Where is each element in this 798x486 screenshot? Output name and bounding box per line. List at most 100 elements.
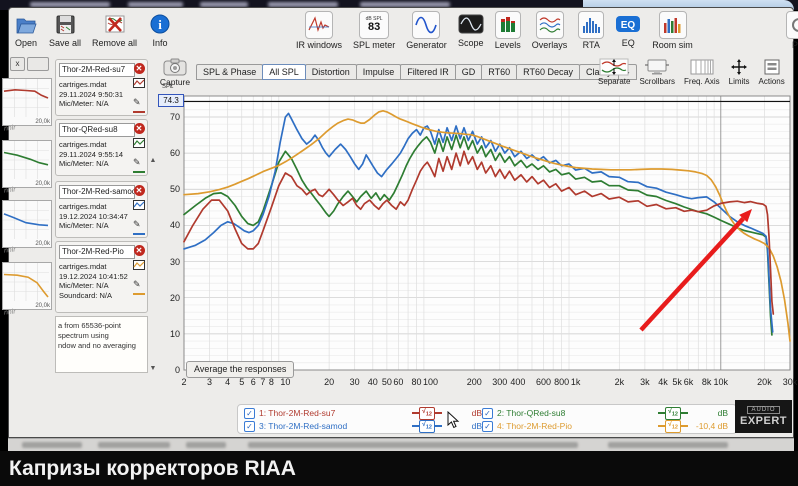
y-tick-label: 0 [174,365,180,375]
tab-distortion[interactable]: Distortion [304,64,357,80]
measurement-name-input[interactable]: Thor-QRed-su8 [59,123,135,137]
y-tick-label: 20 [169,292,180,303]
trace-offset-value: -10,4 dB [695,421,728,432]
spl-chart[interactable] [160,88,798,392]
tab-rt60-decay[interactable]: RT60 Decay [516,64,580,80]
toolbar-overflow-button[interactable]: Pre [784,11,798,50]
measurement-card[interactable]: Thor-2M-Red-su7 cartriges.mdat 29.11.202… [55,59,148,116]
measurement-thumbnail[interactable]: 20,0k [2,200,52,248]
freq-axis-button[interactable]: Freq. Axis [684,58,720,86]
x-tick-label: 600 [535,377,551,387]
remove-all-button[interactable]: Remove all [92,11,137,48]
eq-icon: EQ [615,11,641,37]
trace-checkbox[interactable]: ✓ [244,407,255,419]
trace-checkbox[interactable]: ✓ [482,407,493,419]
scroll-down-icon[interactable]: ▼ [149,365,157,372]
edit-trace-icon[interactable]: ✎ [133,274,145,295]
tab-rt60[interactable]: RT60 [481,64,518,80]
thumbnail-sub-label: nnir [3,246,17,255]
x-tick-label: 6 [250,377,256,387]
x-tick-label: 1k [570,377,581,387]
separate-button[interactable]: Separate [598,58,630,86]
svg-text:i: i [158,17,162,32]
x-tick-label: 2k [614,377,625,387]
tab-gd[interactable]: GD [454,64,483,80]
tab-filtered-ir[interactable]: Filtered IR [400,64,456,80]
limits-button[interactable]: Limits [729,58,750,86]
trace-checkbox[interactable]: ✓ [482,420,493,432]
mouse-pointer-icon [447,411,460,429]
open-button[interactable]: Open [14,11,38,48]
measurement-name-input[interactable]: Thor-2M-Red-samoc [59,185,135,199]
measurement-card[interactable]: Thor-2M-Red-samoc cartriges.mdat 19.12.2… [55,181,148,238]
info-button[interactable]: i Info [148,11,172,48]
measurement-thumbnail[interactable]: 20,0k [2,262,52,310]
trace-label: 1: Thor-2M-Red-su7 [259,408,336,419]
scroll-up-icon[interactable]: ▲ [149,157,157,164]
spl-meter-button[interactable]: dB SPL 83 SPL meter [353,11,395,50]
rta-button[interactable]: RTA [578,11,605,50]
measurement-card[interactable]: Thor-2M-Red-Pio cartriges.mdat 19.12.202… [55,241,148,313]
measurement-notes[interactable]: a from 65536-point spectrum using ndow a… [55,316,148,373]
actions-button[interactable]: Actions [759,58,785,86]
levels-button[interactable]: Levels [494,11,521,50]
curve-Thor-2M-Red-samod [183,112,774,333]
save-all-button[interactable]: Save all [49,11,81,48]
room-sim-button[interactable]: Room sim [652,11,693,50]
measurement-name-input[interactable]: Thor-2M-Red-Pio [59,245,135,259]
cursor-level-value: 74.3 [158,94,184,107]
tab-spl-phase[interactable]: SPL & Phase [196,64,264,80]
preferences-icon [786,11,798,39]
measurement-thumbnail[interactable]: 20,0k [2,140,52,188]
x-tick-label: 200 [466,377,482,387]
smoothing-control[interactable]: √12 [412,420,442,433]
measurement-thumbnail[interactable]: 20,0k [2,78,52,126]
measurement-graph-icon[interactable] [133,78,145,88]
legend-entry: ✓ 3: Thor-2M-Red-samod √12 dB [244,420,482,433]
ir-windows-button[interactable]: IR windows [296,11,342,50]
measurement-soundcard: Soundcard: N/A [59,290,112,300]
menu-blur-blob [128,2,183,7]
y-tick-label: 30 [169,256,180,267]
delete-measurement-icon[interactable]: ✕ [133,245,145,256]
edit-trace-icon[interactable]: ✎ [133,152,145,173]
rta-icon [578,11,605,39]
scrollbars-button[interactable]: Scrollbars [639,58,675,86]
overlays-icon [535,11,564,39]
measurement-graph-icon[interactable] [133,260,145,270]
tab-impulse[interactable]: Impulse [355,64,402,80]
delete-measurement-icon[interactable]: ✕ [133,185,145,196]
average-responses-button[interactable]: Average the responses [186,361,295,378]
delete-measurement-icon[interactable]: ✕ [133,123,145,134]
measurement-graph-icon[interactable] [133,138,145,148]
x-tick-label: 8k [701,377,712,387]
eq-button[interactable]: EQ EQ [615,11,641,48]
edit-trace-icon[interactable]: ✎ [133,214,145,235]
save-icon [53,11,77,37]
measurement-graph-icon[interactable] [133,200,145,210]
actions-icon [764,59,780,75]
y-axis-unit: SPL [162,84,174,90]
measurement-name-input[interactable]: Thor-2M-Red-su7 [59,63,135,77]
delete-measurement-icon[interactable]: ✕ [133,63,145,74]
y-tick-label: 50 [169,184,180,195]
edit-trace-icon[interactable]: ✎ [133,92,145,113]
caption-text: Капризы корректоров RIAA [9,457,296,480]
close-icon[interactable]: x [10,57,25,71]
smoothing-control[interactable]: √12 [658,420,688,433]
spl-meter-icon: dB SPL 83 [359,11,390,39]
smoothing-control[interactable]: √12 [658,407,688,420]
capture-button[interactable]: Capture [156,58,194,87]
tab-all-spl[interactable]: All SPL [262,64,306,80]
generator-button[interactable]: Generator [406,11,447,50]
measurement-card[interactable]: Thor-QRed-su8 cartriges.mdat 29.11.2024 … [55,119,148,176]
overlays-button[interactable]: Overlays [532,11,567,50]
status-blur-blob [98,442,170,448]
menu-blur-blob [360,2,450,7]
smoothing-control[interactable]: √12 [412,407,442,420]
trace-checkbox[interactable]: ✓ [244,420,255,432]
scope-icon [458,11,484,37]
x-tick-label: 5k [672,377,682,387]
scope-button[interactable]: Scope [458,11,484,48]
sidebar-cut-button[interactable] [27,57,49,71]
